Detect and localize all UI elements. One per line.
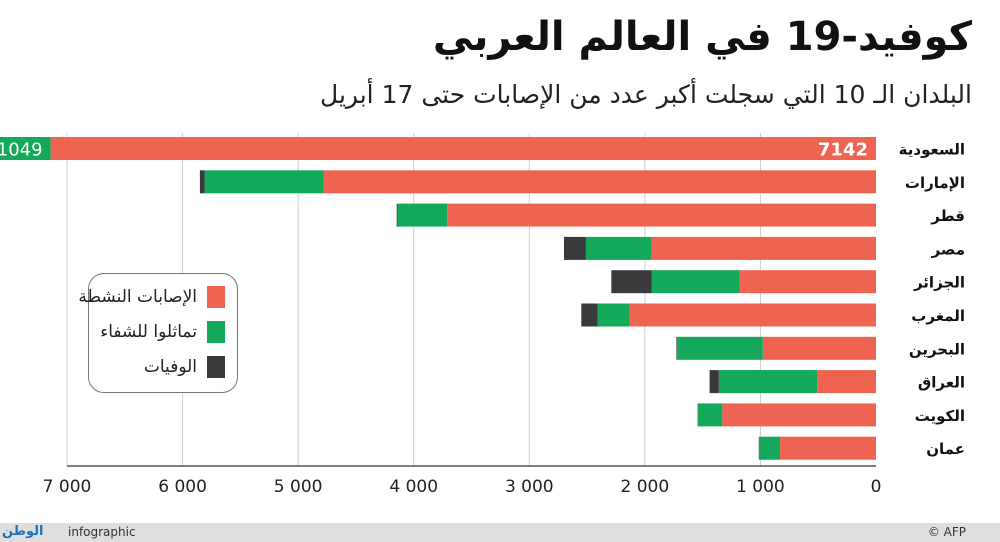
data-label-active: 7142: [818, 140, 868, 161]
category-label: مصر: [931, 240, 965, 258]
footer-bar: الوطن infographic © AFP: [0, 523, 1000, 542]
bar-active: [722, 403, 876, 427]
legend-swatch-recovered: [207, 321, 225, 343]
bar-active: [323, 170, 876, 194]
category-label: قطر: [930, 207, 965, 225]
legend-swatch-active: [207, 286, 225, 308]
legend-item-deaths: الوفيات: [144, 356, 225, 378]
bar-recovered: [718, 370, 818, 394]
x-tick-label: 1 000: [736, 477, 785, 497]
legend-item-active: الإصابات النشطة: [78, 286, 225, 308]
bar-deaths: [563, 236, 586, 260]
category-label: المغرب: [911, 307, 965, 325]
bar-deaths: [611, 270, 652, 294]
category-label: الجزائر: [913, 274, 965, 292]
x-tick-label: 5 000: [274, 477, 323, 497]
copyright-label: © AFP: [927, 525, 966, 539]
bar-recovered: [677, 336, 763, 360]
chart-title: كوفيد-19 في العالم العربي: [432, 14, 972, 60]
bar-active: [651, 236, 876, 260]
bar-active: [50, 137, 876, 160]
category-label: البحرين: [909, 340, 965, 358]
data-label-recovered: 1049: [0, 140, 43, 161]
legend-label-recovered: تماثلوا للشفاء: [100, 322, 197, 342]
bar-active: [447, 203, 876, 227]
legend-label-deaths: الوفيات: [143, 357, 197, 377]
bar-deaths: [199, 170, 205, 194]
x-tick-label: 3 000: [505, 477, 554, 497]
x-tick-label: 6 000: [158, 477, 207, 497]
category-label: الكويت: [915, 407, 965, 425]
bar-deaths: [676, 336, 678, 360]
stacked-bar-chart: 0 1 000 2 000 3 000 4 000 5 000 6 000 7 000 السع…: [0, 133, 965, 497]
bar-recovered: [397, 203, 448, 227]
bar-active: [780, 436, 876, 460]
category-label: السعودية: [899, 141, 965, 159]
bar-active: [739, 270, 876, 294]
bar-recovered: [204, 170, 324, 194]
bar-recovered: [759, 436, 781, 460]
chart-subtitle: البلدان الـ 10 التي سجلت أكبر عدد من الإ…: [320, 80, 972, 109]
x-tick-label: 7 000: [43, 477, 92, 497]
bar-recovered: [597, 303, 630, 327]
category-label: الإمارات: [905, 174, 965, 192]
legend-item-recovered: تماثلوا للشفاء: [100, 321, 225, 343]
legend-label-active: الإصابات النشطة: [78, 287, 197, 307]
infographic-label: infographic: [68, 525, 136, 539]
bar-recovered: [698, 403, 723, 427]
category-label: عمان: [926, 440, 965, 458]
bar-active: [817, 370, 876, 394]
bar-active: [629, 303, 876, 327]
bar-recovered: [0, 137, 51, 160]
x-tick-label: 4 000: [389, 477, 438, 497]
bar-deaths: [709, 370, 719, 394]
bar-recovered: [651, 270, 740, 294]
bar-deaths: [581, 303, 598, 327]
legend: الإصابات النشطة تماثلوا للشفاء الوفيات: [78, 273, 238, 393]
brand-logo: الوطن: [2, 524, 44, 539]
x-tick-label: 0: [871, 477, 882, 497]
bar-recovered: [585, 236, 652, 260]
bar-deaths: [396, 203, 398, 227]
legend-swatch-deaths: [207, 356, 225, 378]
bar-active: [762, 336, 876, 360]
category-label: العراق: [918, 374, 965, 392]
x-tick-label: 2 000: [621, 477, 670, 497]
